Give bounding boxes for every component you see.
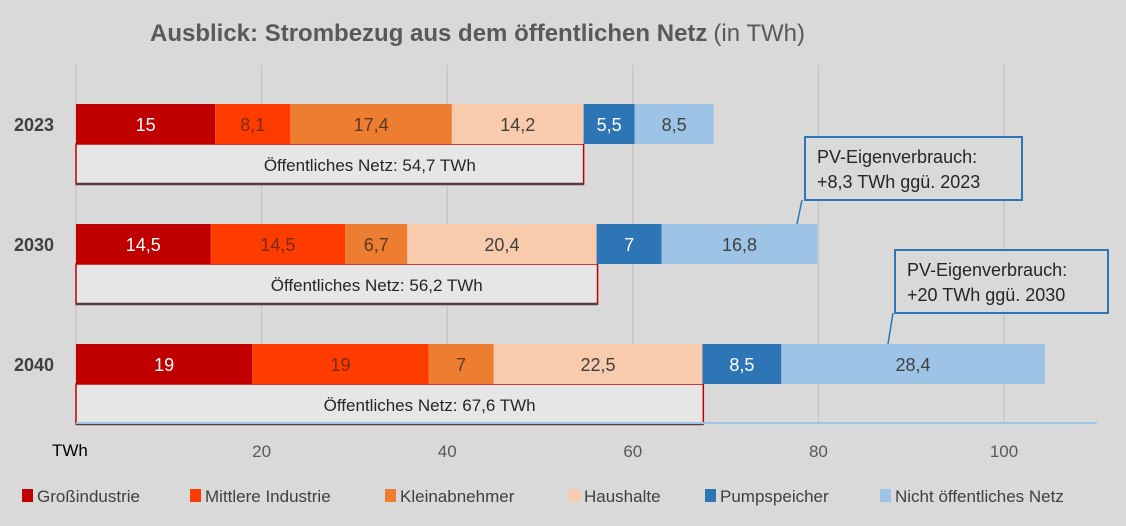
data-label: 16,8: [722, 235, 757, 255]
legend-swatch: [385, 489, 396, 502]
data-label: 14,5: [126, 235, 161, 255]
public-net-label: Öffentliches Netz: 56,2 TWh: [271, 276, 483, 295]
legend-swatch: [880, 489, 891, 502]
bar-segment: [76, 344, 253, 384]
x-tick-label: 60: [623, 442, 642, 461]
legend-swatch: [569, 489, 580, 502]
legend-swatch: [22, 489, 33, 502]
legend-label: Haushalte: [584, 487, 661, 506]
legend-label: Nicht öffentliches Netz: [895, 487, 1064, 506]
bar-segment: [290, 104, 452, 144]
legend-item: Kleinabnehmer: [385, 487, 515, 506]
callout-text: PV-Eigenverbrauch:: [907, 260, 1067, 280]
legend-label: Pumpspeicher: [720, 487, 829, 506]
legend-item: Großindustrie: [22, 487, 140, 506]
public-net-label: Öffentliches Netz: 54,7 TWh: [264, 156, 476, 175]
data-label: 17,4: [354, 115, 389, 135]
callout-pointer: [796, 199, 803, 225]
data-label: 14,2: [500, 115, 535, 135]
callout-box: [894, 249, 1109, 314]
bar-segment: [596, 224, 662, 264]
legend: Großindustrie Mittlere Industrie Kleinabne…: [22, 487, 1064, 506]
x-tick-label: 20: [252, 442, 271, 461]
data-label: 22,5: [580, 355, 615, 375]
data-label: 19: [154, 355, 174, 375]
callout-text: +20 TWh ggü. 2030: [907, 285, 1065, 305]
data-label: 7: [456, 355, 466, 375]
chart-title-main: Ausblick: Strombezug aus dem öffentliche…: [150, 20, 707, 47]
legend-label: Großindustrie: [37, 487, 140, 506]
x-tick-label: 40: [438, 442, 457, 461]
bar-segment: [661, 224, 818, 264]
bar-segment: [781, 344, 1045, 384]
bar-segment: [76, 104, 216, 144]
bar-segment: [210, 224, 346, 264]
legend-label: Kleinabnehmer: [400, 487, 515, 506]
legend-item: Haushalte: [569, 487, 661, 506]
category-label: 2023: [14, 115, 54, 135]
chart-title: Ausblick: Strombezug aus dem öffentliche…: [150, 20, 805, 47]
x-axis-label: TWh: [52, 441, 88, 460]
data-label: 28,4: [896, 355, 931, 375]
legend-swatch: [190, 489, 201, 502]
x-tick-label: 80: [809, 442, 828, 461]
bar-segment: [215, 104, 291, 144]
x-tick-label: 100: [990, 442, 1018, 461]
annotations: PV-Eigenverbrauch: +8,3 TWh ggü. 2023 PV-E…: [796, 136, 1109, 345]
callout-box: [804, 136, 1023, 201]
legend-item: Pumpspeicher: [705, 487, 829, 506]
public-net-box: [75, 263, 599, 305]
bar-segment: [634, 104, 714, 144]
bar-segment: [76, 224, 211, 264]
legend-label: Mittlere Industrie: [205, 487, 331, 506]
category-label: 2040: [14, 355, 54, 375]
legend-item: Mittlere Industrie: [190, 487, 331, 506]
bar-segment: [583, 104, 635, 144]
callout-text: +8,3 TWh ggü. 2023: [817, 172, 980, 192]
data-label: 20,4: [484, 235, 519, 255]
data-label: 8,5: [662, 115, 687, 135]
public-net-box: [75, 143, 585, 185]
bar-segment: [345, 224, 408, 264]
bar-segment: [407, 224, 597, 264]
public-net-label: Öffentliches Netz: 67,6 TWh: [324, 396, 536, 415]
data-label: 8,5: [729, 355, 754, 375]
bar-segment: [252, 344, 429, 384]
bar-segment: [428, 344, 494, 384]
data-label: 19: [330, 355, 350, 375]
bar-segment: [451, 104, 584, 144]
data-label: 8,1: [240, 115, 265, 135]
x-axis: 20 40 60 80 100: [76, 422, 1097, 461]
category-label: 2030: [14, 235, 54, 255]
callout-text: PV-Eigenverbrauch:: [817, 147, 977, 167]
bar-segment: [702, 344, 782, 384]
data-label: 5,5: [597, 115, 622, 135]
data-label: 7: [624, 235, 634, 255]
bars: 2023 Öffentliches Netz: 54,7 TWh 15 8,1 17,4…: [14, 104, 1045, 426]
data-label: 6,7: [364, 235, 389, 255]
legend-item: Nicht öffentliches Netz: [880, 487, 1064, 506]
bar-segment: [493, 344, 703, 384]
chart-title-suffix: (in TWh): [713, 20, 805, 47]
data-label: 15: [136, 115, 156, 135]
legend-swatch: [705, 489, 716, 502]
callout-pointer: [887, 312, 894, 345]
data-label: 14,5: [260, 235, 295, 255]
